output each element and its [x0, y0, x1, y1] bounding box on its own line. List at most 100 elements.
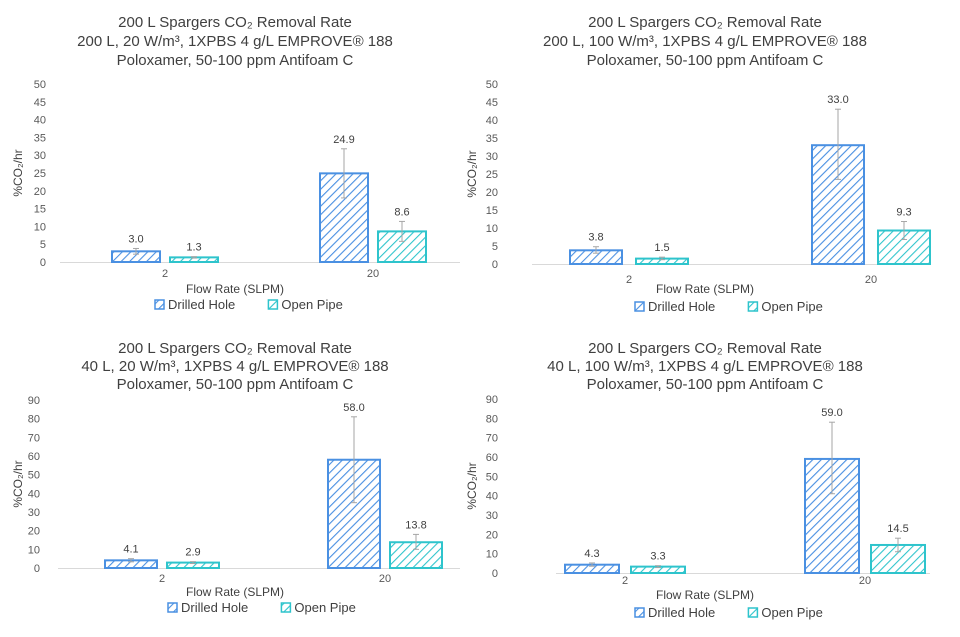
error-bar [593, 246, 599, 254]
chart-title-line-3: Poloxamer, 50-100 ppm Antifoam C [117, 52, 354, 69]
y-tick-label: 60 [28, 451, 40, 463]
x-tick-label: 20 [865, 274, 877, 286]
x-tick-label: 2 [626, 274, 632, 286]
data-label: 14.5 [887, 523, 908, 535]
error-bar [399, 220, 405, 242]
error-bar [128, 558, 134, 563]
data-label: 9.3 [896, 207, 911, 219]
legend-item-open-pipe: Open Pipe [267, 297, 343, 312]
x-axis-label: Flow Rate (SLPM) [186, 282, 284, 296]
error-bar [659, 256, 665, 261]
error-bar [190, 561, 196, 565]
data-label: 2.9 [185, 547, 200, 559]
legend-label: Open Pipe [281, 297, 342, 312]
legend-swatch [280, 602, 292, 613]
error-bar [351, 416, 357, 504]
legend-label: Open Pipe [294, 600, 355, 615]
y-tick-label: 10 [28, 544, 40, 556]
y-tick-label: 20 [28, 526, 40, 538]
data-label: 4.1 [123, 544, 138, 556]
data-label: 3.3 [650, 551, 665, 563]
y-axis-label: %CO₂/hr [465, 150, 479, 197]
x-tick-label: 20 [379, 573, 391, 585]
legend-swatch [167, 602, 178, 613]
y-tick-label: 40 [486, 115, 498, 127]
error-bar [829, 421, 835, 495]
chart-title-line-1: 200 L Spargers CO₂ Removal Rate [118, 14, 352, 31]
x-tick-label: 2 [622, 575, 628, 587]
error-bar [191, 256, 197, 259]
y-tick-label: 80 [486, 413, 498, 425]
legend-item-open-pipe: Open Pipe [747, 605, 823, 620]
legend-label: Drilled Hole [168, 297, 235, 312]
x-tick-label: 20 [859, 575, 871, 587]
y-tick-label: 25 [486, 169, 498, 181]
data-label: 24.9 [333, 134, 354, 146]
chart-title-line-2: 40 L, 100 W/m³, 1XPBS 4 g/L EMPROVE® 188 [547, 358, 863, 375]
legend-item-drilled-hole: Drilled Hole [634, 605, 715, 620]
y-tick-label: 30 [28, 507, 40, 519]
y-axis-label: %CO₂/hr [11, 460, 25, 507]
y-tick-label: 0 [40, 257, 46, 269]
legend-swatch [747, 607, 759, 618]
y-tick-label: 40 [28, 488, 40, 500]
y-tick-label: 40 [486, 491, 498, 503]
data-label: 1.3 [186, 242, 201, 254]
x-axis-label: Flow Rate (SLPM) [186, 585, 284, 599]
chart-panel-40l-100w: 200 L Spargers CO₂ Removal Rate 40 L, 100… [465, 318, 940, 636]
chart-title-line-2: 200 L, 20 W/m³, 1XPBS 4 g/L EMPROVE® 188 [77, 33, 393, 50]
chart-panel-200l-100w: 200 L Spargers CO₂ Removal Rate 200 L, 10… [465, 0, 940, 318]
y-tick-label: 50 [486, 79, 498, 91]
legend-item-drilled-hole: Drilled Hole [154, 297, 235, 312]
chart-title-line-3: Poloxamer, 50-100 ppm Antifoam C [117, 376, 354, 393]
error-bar [655, 565, 661, 569]
chart-title-line-3: Poloxamer, 50-100 ppm Antifoam C [587, 52, 824, 69]
error-bar [133, 247, 139, 255]
y-tick-label: 15 [34, 204, 46, 216]
y-tick-label: 0 [34, 563, 40, 575]
y-tick-label: 10 [486, 223, 498, 235]
legend-label: Open Pipe [761, 605, 822, 620]
y-tick-label: 35 [486, 133, 498, 145]
chart-title-line-2: 200 L, 100 W/m³, 1XPBS 4 g/L EMPROVE® 18… [543, 33, 867, 50]
y-tick-label: 50 [486, 471, 498, 483]
legend-item-drilled-hole: Drilled Hole [167, 600, 248, 615]
error-bar [895, 537, 901, 553]
y-tick-label: 90 [28, 395, 40, 407]
chart-title-line-1: 200 L Spargers CO₂ Removal Rate [118, 340, 352, 357]
legend-label: Drilled Hole [648, 299, 715, 314]
legend-swatch [267, 299, 279, 310]
legend-item-drilled-hole: Drilled Hole [634, 299, 715, 314]
legend-swatch [634, 301, 645, 312]
y-tick-label: 40 [34, 115, 46, 127]
chart-title-line-2: 40 L, 20 W/m³, 1XPBS 4 g/L EMPROVE® 188 [81, 358, 388, 375]
y-tick-label: 70 [486, 433, 498, 445]
y-tick-label: 45 [34, 97, 46, 109]
y-tick-label: 20 [486, 187, 498, 199]
x-tick-label: 20 [367, 268, 379, 280]
y-tick-label: 30 [486, 151, 498, 163]
x-tick-label: 2 [162, 268, 168, 280]
data-label: 8.6 [394, 206, 409, 218]
error-bar [835, 108, 841, 180]
y-tick-label: 80 [28, 414, 40, 426]
y-tick-label: 50 [28, 470, 40, 482]
legend-swatch [747, 301, 759, 312]
y-tick-label: 20 [34, 186, 46, 198]
y-tick-label: 10 [34, 221, 46, 233]
y-tick-label: 10 [486, 549, 498, 561]
y-tick-label: 30 [486, 510, 498, 522]
data-label: 3.0 [128, 233, 143, 245]
chart-panel-200l-20w: 200 L Spargers CO₂ Removal Rate 200 L, 20… [0, 0, 470, 318]
data-label: 59.0 [821, 407, 842, 419]
data-label: 58.0 [343, 402, 364, 414]
data-label: 4.3 [584, 548, 599, 560]
y-axis-label: %CO₂/hr [465, 462, 479, 509]
y-tick-label: 90 [486, 394, 498, 406]
legend-label: Drilled Hole [181, 600, 248, 615]
x-axis-label: Flow Rate (SLPM) [656, 588, 754, 602]
y-axis-label: %CO₂/hr [11, 149, 25, 196]
legend-swatch [154, 299, 165, 310]
